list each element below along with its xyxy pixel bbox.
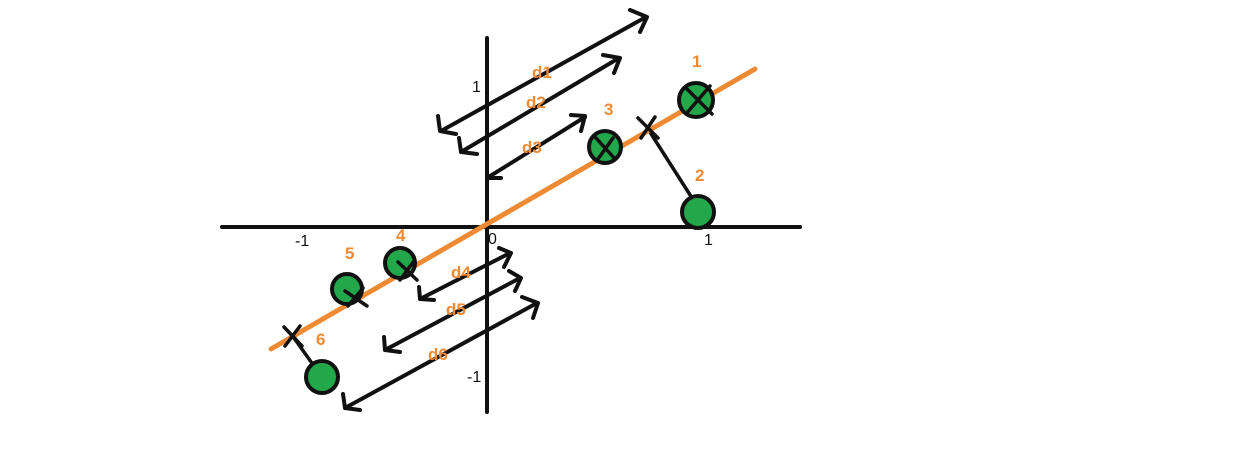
- projection-mark-6: [282, 324, 304, 348]
- x-axis-label-zero: 0: [488, 231, 497, 248]
- distance-label-d3: d3: [522, 138, 542, 157]
- distance-arrow-d2: [457, 53, 622, 156]
- y-axis-label-neg: -1: [467, 369, 481, 386]
- point-label-5: 5: [345, 244, 354, 263]
- y-axis-label-pos: 1: [472, 79, 481, 96]
- distance-label-d6: d6: [428, 345, 448, 364]
- distance-label-d4: d4: [451, 263, 471, 282]
- point-label-1: 1: [692, 52, 701, 71]
- distance-label-d2: d2: [526, 93, 546, 112]
- projection-mark-1: [683, 84, 714, 116]
- distance-arrow-d4: [417, 246, 513, 302]
- x-axis-label-neg: -1: [295, 233, 309, 250]
- distance-arrow-d6: [341, 295, 540, 412]
- distance-label-d1: d1: [532, 63, 552, 82]
- projection-mark-2: [636, 115, 660, 140]
- projection-connector-2: [646, 127, 694, 200]
- x-axis-label-pos: 1: [704, 232, 713, 249]
- projection-mark-5: [343, 286, 369, 308]
- data-point-2: [680, 194, 716, 230]
- distance-arrow-d3: [485, 113, 587, 180]
- point-label-3: 3: [604, 100, 613, 119]
- point-label-6: 6: [316, 330, 325, 349]
- data-point-6: [304, 359, 340, 395]
- projection-mark-4: [396, 259, 419, 282]
- projection-mark-3: [594, 136, 617, 161]
- distance-arrow-d1: [436, 8, 649, 136]
- point-label-2: 2: [695, 166, 704, 185]
- distance-label-d5: d5: [446, 300, 466, 319]
- distance-arrow-d5: [382, 269, 523, 354]
- point-label-4: 4: [396, 226, 406, 245]
